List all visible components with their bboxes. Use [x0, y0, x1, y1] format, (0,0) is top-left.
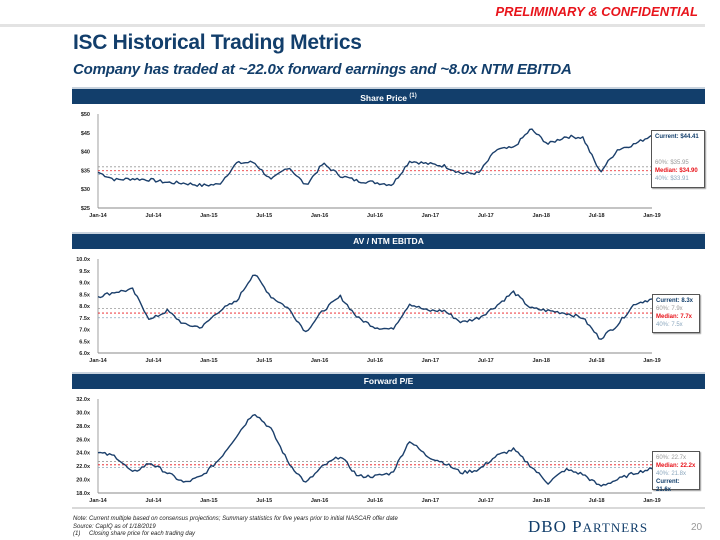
y-tick-label: 24.0x: [76, 451, 91, 457]
y-tick-label: 8.5x: [79, 292, 91, 298]
x-tick-label: Jan-14: [89, 213, 107, 219]
stat-current: Current: 8.3x: [656, 298, 694, 304]
stat-p40: 40%: 21.8x: [656, 471, 687, 477]
x-tick-label: Jan-15: [200, 213, 217, 219]
y-tick-label: 9.5x: [79, 269, 91, 275]
x-tick-label: Jan-16: [311, 213, 328, 219]
x-tick-label: Jan-19: [643, 213, 660, 219]
footnote-note: Note: Current multiple based on consensu…: [73, 516, 398, 522]
y-tick-label: 28.0x: [76, 424, 91, 430]
x-tick-label: Jul-15: [256, 213, 272, 219]
y-tick-label: 18.0x: [76, 491, 91, 497]
x-tick-label: Jan-14: [89, 498, 107, 504]
x-tick-label: Jan-17: [422, 213, 439, 219]
confidential-label: PRELIMINARY & CONFIDENTIAL: [495, 4, 698, 19]
y-tick-label: 26.0x: [76, 437, 91, 443]
series-line: [97, 414, 653, 487]
x-tick-label: Jul-15: [256, 358, 272, 364]
top-divider: [0, 24, 705, 27]
x-tick-label: Jan-19: [643, 498, 660, 504]
x-tick-label: Jan-19: [643, 358, 660, 364]
x-tick-label: Jul-14: [145, 213, 162, 219]
x-tick-label: Jan-14: [89, 358, 107, 364]
y-tick-label: 20.0x: [76, 478, 91, 484]
page-subtitle: Company has traded at ~22.0x forward ear…: [73, 61, 572, 78]
share-price-stats-box: Current: $44.41 60%: $35.95 Median: $34.…: [651, 130, 705, 188]
y-tick-label: 6.0x: [79, 351, 91, 357]
y-tick-label: $30: [81, 187, 90, 193]
x-tick-label: Jan-18: [532, 498, 549, 504]
stat-median: Median: $34.90: [655, 168, 698, 174]
x-tick-label: Jul-16: [367, 213, 383, 219]
footnote-text: Closing share price for each trading day: [89, 531, 196, 537]
page-number: 20: [691, 522, 703, 533]
y-tick-label: 9.0x: [79, 281, 91, 287]
pe-header: Forward P/E: [72, 372, 705, 389]
ebitda-stats-box: Current: 8.3x 60%: 7.9x Median: 7.7x 40%…: [652, 294, 700, 333]
y-tick-label: 32.0x: [76, 397, 91, 403]
stat-current: Current: $44.41: [655, 134, 699, 140]
pe-chart: 18.0x 20.0x 22.0x 24.0x 26.0x 28.0x 30.0x 32.0x…: [76, 397, 660, 504]
pe-title: Forward P/E: [363, 376, 414, 386]
y-tick-label: $45: [81, 131, 90, 137]
y-tick-label: 10.0x: [76, 257, 91, 263]
x-tick-label: Jul-17: [478, 498, 494, 504]
x-tick-label: Jan-16: [311, 358, 328, 364]
dbo-partners-logo: DBO PARTNERS: [528, 517, 649, 536]
y-tick-label: 30.0x: [76, 410, 91, 416]
x-tick-label: Jul-18: [589, 213, 605, 219]
footnote-source: Source: CapIQ as of 1/18/2019: [73, 523, 156, 530]
y-tick-label: $40: [81, 150, 90, 156]
share-price-header: Share Price (1): [72, 87, 705, 104]
share-price-title-note: (1): [409, 93, 417, 99]
pe-stats-box: 60%: 22.7x Median: 22.2x 40%: 21.8x Curr…: [652, 451, 700, 493]
page-title: ISC Historical Trading Metrics: [73, 31, 362, 54]
x-tick-label: Jan-16: [311, 498, 328, 504]
footnotes: Note: Current multiple based on consensu…: [73, 516, 398, 539]
share-price-chart: $25 $30 $35 $40 $45 $50 Jan-14 Jul-14 Jan-15 Jul-…: [81, 112, 661, 219]
y-tick-label: 7.5x: [79, 316, 91, 322]
stat-p60: 60%: 22.7x: [656, 455, 687, 461]
stat-median: Median: 7.7x: [656, 314, 693, 320]
y-tick-label: 7.0x: [79, 328, 91, 334]
x-tick-label: Jan-15: [200, 358, 217, 364]
y-tick-label: 22.0x: [76, 464, 91, 470]
x-tick-label: Jul-17: [478, 358, 494, 364]
x-tick-label: Jan-18: [532, 213, 549, 219]
series-line: [97, 128, 653, 188]
stat-p40: 40%: $33.91: [655, 176, 689, 182]
y-tick-label: $25: [81, 206, 90, 212]
y-tick-label: $35: [81, 168, 90, 174]
stat-p40: 40%: 7.5x: [656, 322, 683, 328]
series-line: [97, 274, 653, 340]
x-tick-label: Jan-17: [422, 358, 439, 364]
footnote-number: (1): [73, 531, 81, 537]
x-tick-label: Jul-18: [589, 358, 605, 364]
bottom-divider: [72, 507, 705, 509]
x-tick-label: Jul-14: [145, 358, 162, 364]
stat-p60: 60%: $35.95: [655, 160, 689, 166]
x-tick-label: Jul-16: [367, 358, 383, 364]
stat-p60: 60%: 7.9x: [656, 306, 683, 312]
stat-current: Current: 21.6x: [656, 479, 680, 493]
ebitda-title: AV / NTM EBITDA: [353, 236, 424, 246]
y-tick-label: $50: [81, 112, 90, 118]
ebitda-chart: 6.0x 6.5x 7.0x 7.5x 8.0x 8.5x 9.0x 9.5x 10.0x Jan…: [76, 257, 660, 364]
y-tick-label: 8.0x: [79, 304, 91, 310]
ebitda-header: AV / NTM EBITDA: [72, 232, 705, 249]
y-tick-label: 6.5x: [79, 339, 91, 345]
stat-median: Median: 22.2x: [656, 463, 696, 469]
x-tick-label: Jan-15: [200, 498, 217, 504]
x-tick-label: Jul-17: [478, 213, 494, 219]
x-tick-label: Jul-14: [145, 498, 162, 504]
x-tick-label: Jan-17: [422, 498, 439, 504]
x-tick-label: Jul-16: [367, 498, 383, 504]
share-price-title: Share Price: [360, 92, 408, 103]
x-tick-label: Jul-15: [256, 498, 272, 504]
x-tick-label: Jul-18: [589, 498, 605, 504]
x-tick-label: Jan-18: [532, 358, 549, 364]
